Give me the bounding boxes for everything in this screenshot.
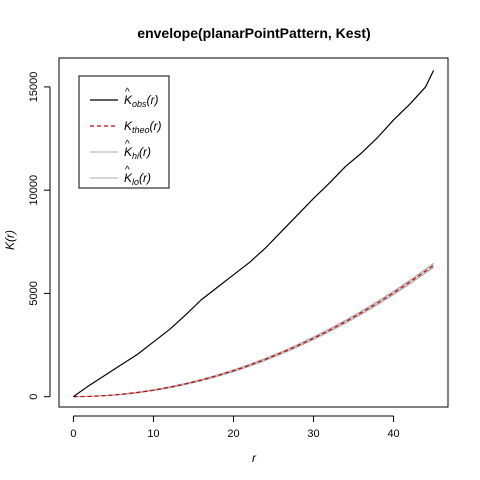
x-tick-label: 20 [227, 428, 239, 440]
series-line-hi [73, 262, 434, 398]
legend-label: Khi(r) [124, 145, 151, 161]
legend-box [78, 75, 170, 189]
y-axis-label: K(r) [3, 230, 17, 250]
legend-hat: ^ [125, 139, 130, 150]
legend-label: Klo(r) [124, 171, 151, 187]
series-line-theo [73, 264, 434, 398]
x-axis: 0 10 20 30 40 [70, 415, 400, 440]
y-tick-label: 0 [28, 394, 40, 400]
legend-entry-hi: Khi(r)^ [90, 139, 151, 161]
x-tick-label: 40 [387, 428, 399, 440]
y-tick-label: 15000 [28, 72, 40, 103]
y-tick-label: 10000 [28, 175, 40, 206]
y-tick-label: 5000 [28, 281, 40, 305]
plot-frame [58, 57, 449, 408]
x-tick-label: 30 [307, 428, 319, 440]
series-line-lo [73, 266, 434, 398]
series-line-obs [73, 70, 435, 398]
x-axis-label: r [252, 451, 257, 465]
legend-hat: ^ [125, 165, 130, 176]
x-tick-label: 0 [70, 428, 76, 440]
legend-hat: ^ [125, 87, 130, 98]
series-lines [73, 70, 435, 398]
legend-entry-lo: Klo(r)^ [90, 165, 151, 187]
y-axis: 0 5000 10000 15000 [28, 72, 51, 400]
legend-label: Kobs(r) [124, 93, 159, 109]
x-tick-label: 10 [147, 428, 159, 440]
legend-entry-obs: Kobs(r)^ [90, 87, 159, 109]
legend: Kobs(r)^Ktheo(r)Khi(r)^Klo(r)^ [78, 75, 170, 189]
chart-title: envelope(planarPointPattern, Kest) [137, 25, 370, 41]
